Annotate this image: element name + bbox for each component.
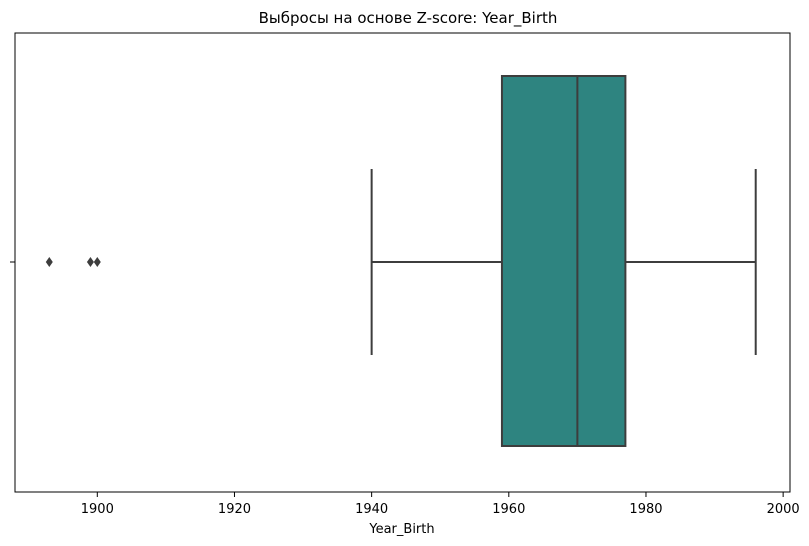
x-tick-label: 1900 xyxy=(81,502,114,517)
box-marks xyxy=(45,75,757,447)
x-tick-label: 2000 xyxy=(767,502,800,517)
chart-title: Выбросы на основе Z-score: Year_Birth xyxy=(259,9,558,28)
outlier-point xyxy=(45,257,53,267)
x-tick-label: 1980 xyxy=(629,502,662,517)
x-axis: 1900 1920 1940 1960 1980 2000 xyxy=(81,492,800,517)
iqr-box xyxy=(500,75,627,447)
x-axis-label: Year_Birth xyxy=(368,522,434,537)
outlier-point xyxy=(86,257,94,267)
x-tick-label: 1940 xyxy=(355,502,388,517)
outlier-point xyxy=(93,257,101,267)
x-tick-label: 1960 xyxy=(492,502,525,517)
x-tick-label: 1920 xyxy=(218,502,251,517)
